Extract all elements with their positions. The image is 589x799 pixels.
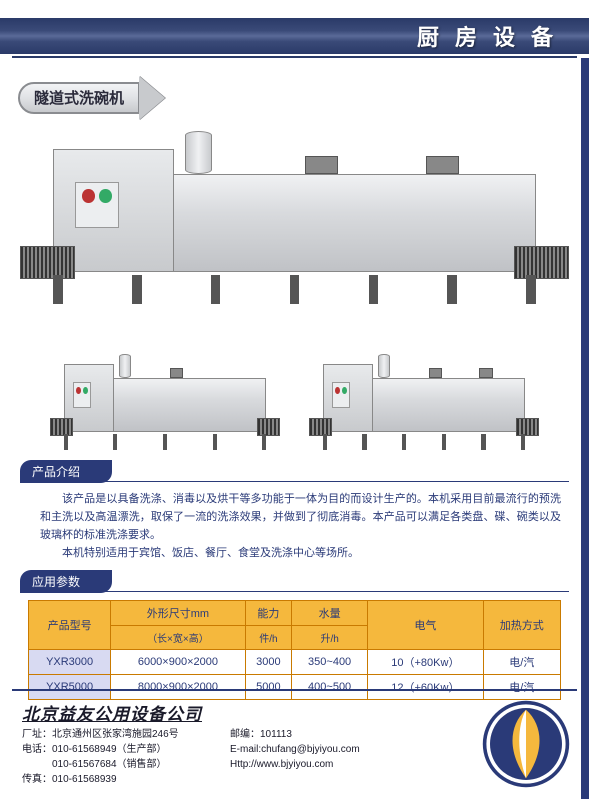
variant-image-left [50,350,280,450]
th-capacity-sub: 件/h [245,626,292,650]
contact-tel2: 010-61567684（销售部） [22,757,222,772]
th-elec: 电气 [368,601,484,650]
cell-heat: 电/汽 [483,675,560,700]
th-water: 水量 [292,601,368,626]
th-model: 产品型号 [29,601,111,650]
company-name: 北京益友公用设备公司 [22,700,202,725]
section-params-label: 应用参数 [20,570,112,593]
intro-paragraph-2: 本机特别适用于宾馆、饭店、餐厅、食堂及洗涤中心等场所。 [40,544,561,562]
params-table: 产品型号 外形尺寸mm 能力 水量 电气 加热方式 （长×宽×高） 件/h 升/… [28,600,561,700]
variant-image-right [309,350,539,450]
cell-capacity: 3000 [245,650,292,675]
cell-elec: 10（+80Kw） [368,650,484,675]
section-intro-label: 产品介绍 [20,460,112,483]
section-rule-params [20,591,569,592]
section-header-params: 应用参数 [20,570,112,592]
page-header: 厨房设备 [0,18,589,54]
cell-model: YXR5000 [29,675,111,700]
section-rule-intro [20,481,569,482]
header-title: 厨房设备 [417,20,569,52]
product-image-area [20,120,569,450]
th-dim-sub: （长×宽×高） [111,626,245,650]
contact-email: E-mail:chufang@bjyiyou.com [230,742,430,757]
contact-fax: 传真：010-61568939 [22,772,222,787]
product-name-arrow: 隧道式洗碗机 [18,82,165,114]
cell-dim: 6000×900×2000 [111,650,245,675]
contact-tel1: 电话：010-61568949（生产部） [22,742,222,757]
header-underline [12,56,577,58]
contact-zip: 邮编：101113 [230,727,430,742]
cell-water: 400~500 [292,675,368,700]
cell-water: 350~400 [292,650,368,675]
cell-model: YXR3000 [29,650,111,675]
contact-addr: 厂址：北京通州区张家湾施园246号 [22,727,222,742]
th-heat: 加热方式 [483,601,560,650]
table-row: YXR3000 6000×900×2000 3000 350~400 10（+8… [29,650,561,675]
company-logo [481,699,571,789]
cell-heat: 电/汽 [483,650,560,675]
right-side-stripe [581,58,589,799]
contact-block: 厂址：北京通州区张家湾施园246号 邮编：101113 电话：010-61568… [22,727,430,787]
intro-paragraph-1: 该产品是以具备洗涤、消毒以及烘干等多功能于一体为目的而设计生产的。本机采用目前最… [40,490,561,544]
th-capacity: 能力 [245,601,292,626]
product-name-label: 隧道式洗碗机 [18,82,140,114]
table-row: YXR5000 8000×900×2000 5000 400~500 12（+6… [29,675,561,700]
th-water-sub: 升/h [292,626,368,650]
section-header-intro: 产品介绍 [20,460,112,482]
cell-elec: 12（+60Kw） [368,675,484,700]
th-dim: 外形尺寸mm [111,601,245,626]
cell-dim: 8000×900×2000 [111,675,245,700]
contact-web: Http://www.bjyiyou.com [230,757,430,772]
arrow-head-icon [139,76,165,120]
footer-rule [12,689,577,691]
intro-text: 该产品是以具备洗涤、消毒以及烘干等多功能于一体为目的而设计生产的。本机采用目前最… [40,490,561,562]
main-product-image [20,124,569,304]
cell-capacity: 5000 [245,675,292,700]
